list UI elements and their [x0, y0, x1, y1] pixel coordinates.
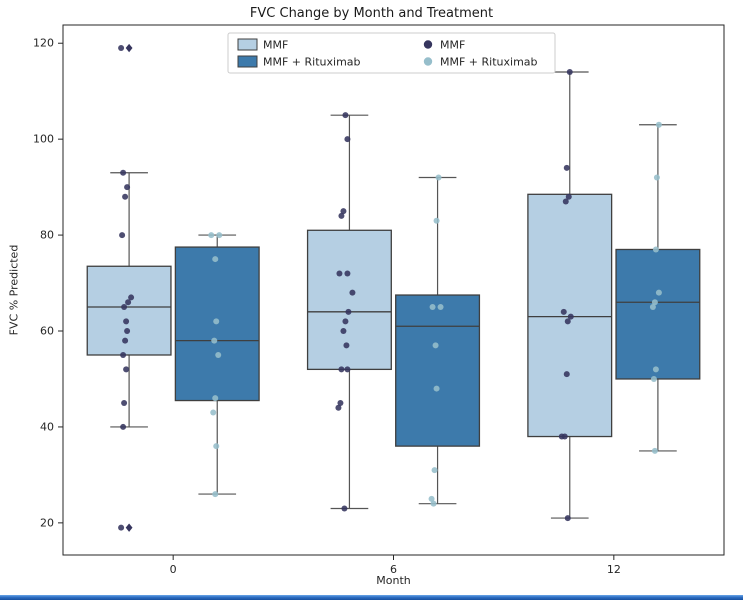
- svg-text:20: 20: [40, 516, 54, 529]
- svg-text:120: 120: [33, 37, 54, 50]
- box-mmf-rituximab-month-0: [174, 234, 260, 495]
- svg-text:MMF: MMF: [263, 39, 288, 52]
- chart-title: FVC Change by Month and Treatment: [249, 6, 494, 21]
- box-mmf-month-0: [86, 43, 172, 532]
- box-mmf-rituximab-month-6: [395, 176, 481, 505]
- box-mmf-month-6: [306, 114, 392, 510]
- svg-text:12: 12: [607, 563, 621, 576]
- points-layer: [118, 45, 662, 531]
- x-axis-label: Month: [376, 574, 411, 587]
- axes: 20 40 60 80 100 120 0 6 12: [33, 24, 725, 576]
- svg-text:60: 60: [40, 325, 54, 338]
- legend: MMF MMF + Rituximab MMF MMF + Rituximab: [227, 32, 556, 74]
- svg-text:40: 40: [40, 420, 54, 433]
- bottom-window-edge: [0, 595, 743, 600]
- box-mmf-rituximab-month-12: [615, 124, 701, 452]
- svg-text:0: 0: [170, 563, 177, 576]
- box-mmf-month-12: [527, 71, 613, 519]
- svg-text:6: 6: [390, 563, 397, 576]
- svg-text:MMF + Rituximab: MMF + Rituximab: [440, 56, 538, 69]
- svg-text:MMF + Rituximab: MMF + Rituximab: [263, 56, 361, 69]
- boxes-layer: [86, 43, 701, 532]
- svg-text:MMF: MMF: [440, 39, 465, 52]
- svg-text:80: 80: [40, 229, 54, 242]
- svg-text:100: 100: [33, 133, 54, 146]
